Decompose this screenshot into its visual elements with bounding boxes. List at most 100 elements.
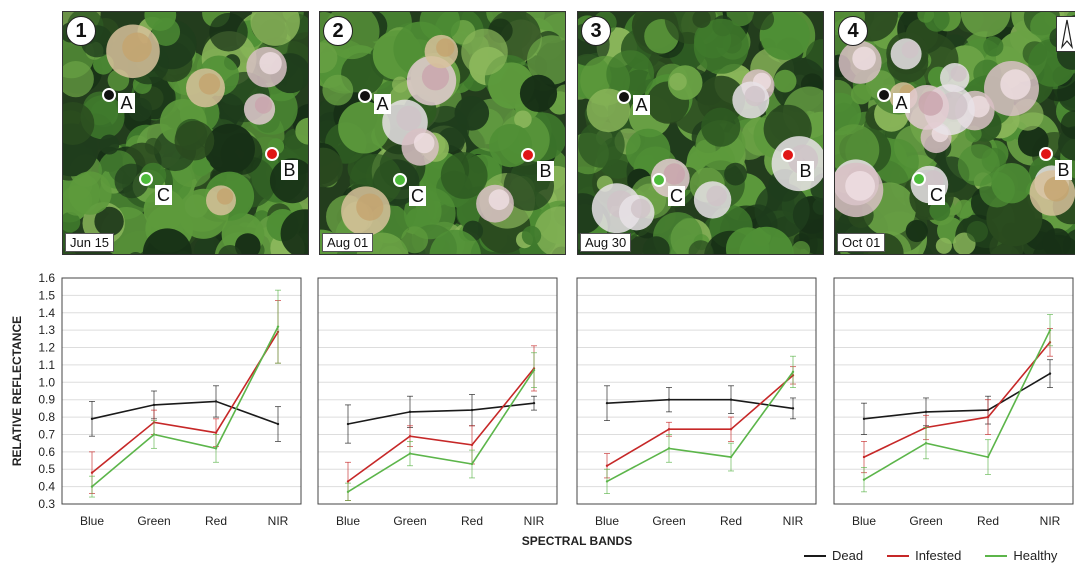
tree-label-box (797, 161, 814, 181)
tree-label-a: A (895, 93, 907, 113)
data-point (729, 455, 733, 459)
x-tick-label: Blue (852, 514, 876, 528)
y-tick-label: 1.6 (38, 271, 55, 285)
north-arrow-icon (1056, 16, 1075, 52)
tree-label-box (118, 93, 135, 113)
legend-item-infested: Infested (887, 548, 961, 563)
data-point (346, 422, 350, 426)
legend-item-healthy: Healthy (985, 548, 1057, 563)
data-point (667, 398, 671, 401)
data-point (605, 464, 609, 467)
tree-label-a: A (120, 93, 132, 113)
tree-marker-b (1039, 147, 1053, 161)
tree-label-box (633, 95, 650, 115)
series-line-dead (863, 372, 1051, 420)
photo-number-badge: 3 (581, 16, 611, 46)
tree-marker-b (521, 148, 535, 162)
data-point (1048, 328, 1052, 332)
data-point (152, 403, 156, 407)
legend-label: Dead (832, 548, 864, 563)
tree-label-c: C (930, 185, 943, 205)
series-line-infested (863, 341, 1051, 458)
data-point (470, 443, 474, 447)
data-point (276, 325, 280, 328)
legend-swatch-dead (804, 554, 826, 557)
series-line-healthy (863, 329, 1051, 481)
data-point (791, 370, 795, 374)
tree-label-b: B (1057, 160, 1069, 180)
photo-number-badge: 4 (838, 16, 868, 46)
data-point (605, 480, 609, 483)
x-tick-label: Red (205, 514, 227, 528)
canopy-image: A B C (63, 12, 308, 254)
plot-frame (833, 277, 1074, 505)
data-point (214, 431, 218, 434)
series-line-healthy (91, 326, 279, 488)
data-point (214, 447, 218, 450)
x-tick-label: Green (137, 514, 170, 528)
legend-label: Infested (915, 548, 962, 563)
tree-label-a: A (376, 94, 388, 114)
series-line-infested (606, 374, 794, 467)
series-line-healthy (606, 371, 794, 483)
y-tick-label: 0.7 (38, 427, 55, 441)
tree-label-box (928, 185, 945, 205)
y-axis-label: RELATIVE REFLECTANCE (10, 316, 24, 466)
canopy-image: A B C (320, 12, 565, 254)
y-tick-label: 1.5 (38, 288, 55, 302)
tree-marker-c (393, 173, 407, 187)
aerial-photo-1: A B C 1 Jun 15 (62, 11, 309, 255)
tree-marker-a (358, 89, 372, 103)
data-point (986, 415, 990, 419)
tree-label-box (668, 186, 685, 206)
data-point (924, 441, 928, 445)
data-point (346, 480, 350, 483)
y-tick-label: 0.4 (38, 480, 55, 494)
tree-marker-c (652, 173, 666, 187)
tree-label-b: B (799, 161, 811, 181)
y-tick-label: 1.0 (38, 375, 55, 389)
tree-label-box (1055, 160, 1072, 180)
tree-label-box (155, 185, 172, 205)
data-point (152, 433, 156, 436)
data-point (408, 452, 412, 455)
photo-date-label: Jun 15 (65, 233, 115, 252)
tree-marker-a (877, 88, 891, 102)
photo-date-label: Aug 01 (322, 233, 374, 252)
series-line-infested (91, 331, 279, 474)
tree-label-box (281, 160, 298, 180)
tree-label-c: C (157, 185, 170, 205)
chart-panel-2: Blue Green Red NIR (317, 277, 558, 528)
data-point (986, 455, 990, 459)
data-point (791, 407, 795, 410)
data-point (276, 422, 280, 426)
data-point (470, 462, 474, 466)
x-tick-label: Blue (595, 514, 619, 528)
tree-label-c: C (411, 186, 424, 206)
legend-swatch-healthy (985, 554, 1008, 557)
x-tick-label: Blue (80, 514, 104, 528)
tree-marker-a (102, 88, 116, 102)
chart-panel-1: Blue Green Red NIR (61, 277, 302, 528)
photo-date-label: Oct 01 (837, 233, 886, 252)
data-point (862, 417, 866, 421)
tree-label-c: C (670, 186, 683, 206)
legend-item-dead: Dead (804, 548, 863, 563)
tree-label-box (893, 93, 910, 113)
x-tick-label: Blue (336, 514, 360, 528)
data-point (408, 410, 412, 414)
data-point (346, 490, 350, 494)
tree-marker-b (781, 148, 795, 162)
canopy-image: A B C (578, 12, 823, 254)
series-line-infested (347, 367, 535, 483)
chart-panel-4: Blue Green Red NIR (833, 277, 1074, 528)
tree-label-a: A (635, 95, 647, 115)
data-point (862, 478, 866, 481)
x-tick-label: Green (652, 514, 685, 528)
x-tick-label: NIR (783, 514, 804, 528)
aerial-photo-2: A B C 2 Aug 01 (319, 11, 566, 255)
x-tick-label: Red (977, 514, 999, 528)
data-point (532, 368, 536, 372)
series-line-dead (606, 398, 794, 410)
